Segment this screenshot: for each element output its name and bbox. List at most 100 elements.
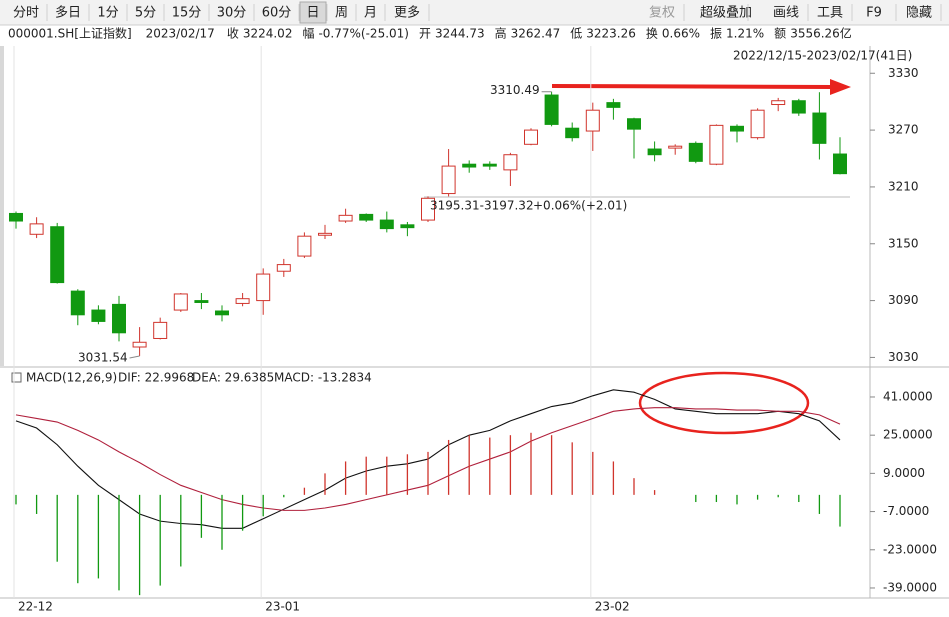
toolbar-tab[interactable]: 日 [306,6,319,21]
y-tick-label: 41.0000 [883,389,933,403]
quote-value: 3262.47 [511,27,561,41]
index-name: 000001.SH[上证指数] [8,26,132,41]
toolbar-button[interactable]: 画线 [773,6,799,21]
quote-label: 低 [570,27,582,41]
candle-body [688,142,703,162]
quote-value: 3556.26亿 [790,26,852,41]
quote-label: 开 [419,27,431,41]
toolbar-bg [0,0,949,25]
quote-value: 0.66% [662,27,700,41]
toolbar-button[interactable]: 隐藏 [906,6,932,21]
toolbar-button[interactable]: 复权 [649,5,675,21]
candle-body [544,94,559,125]
x-tick-label: 23-02 [595,600,630,614]
candle-body [318,232,332,236]
toolbar-button[interactable]: 工具 [817,6,843,21]
toolbar-button[interactable]: 超级叠加 [700,6,752,21]
candle-body [112,303,126,334]
toolbar-tab[interactable]: 更多 [394,5,420,21]
candle-body [215,310,229,316]
highlight-ellipse [638,371,810,435]
candle-body [833,153,847,175]
quote-value: 3244.73 [435,27,485,41]
y-tick-label: 3210 [888,179,919,193]
legend-entry: DEA: 29.6385 [192,371,274,385]
y-tick-label: 9.0000 [883,466,925,480]
candle-body [338,214,353,222]
candle-body [400,224,415,229]
candle-body [421,197,435,221]
candle-body [50,226,65,284]
candle-body [503,154,518,171]
candle-body [153,321,168,339]
macd-icon [11,372,22,383]
y-tick-label: -23.0000 [883,542,937,556]
high-annotation: 3310.49 [490,83,540,97]
quote-value: 3224.02 [243,27,293,41]
candle-body [91,309,106,322]
candle-body [482,163,497,167]
toolbar-tab[interactable]: 60分 [262,6,292,21]
candle-body [256,273,271,302]
quote-label: 额 [774,27,786,41]
y-tick-label: 3270 [888,123,919,137]
candle-body [194,300,209,303]
quote-date: 2023/02/17 [146,27,215,41]
quote-label: 幅 [302,26,314,41]
y-tick-label: 3030 [888,350,919,364]
x-tick-label: 23-01 [265,600,300,614]
candle-body [235,298,250,304]
candle-body [565,127,580,139]
candle-body [70,290,85,316]
candle-body [9,212,23,222]
candle-body [709,124,724,165]
quote-label: 振 [710,27,722,41]
candle-body [379,219,394,230]
y-tick-label: 3090 [888,293,919,307]
candle-body [441,165,456,195]
low-leader [129,355,140,359]
quote-value: 1.21% [726,27,764,41]
tab-selected-bg [299,1,327,24]
range-label: 2022/12/15-2023/02/17(41日) [733,49,912,63]
candle-body [730,125,744,132]
candle-body [276,264,291,272]
candle-body [524,129,538,145]
candle-body [132,341,147,348]
quote-label: 换 [646,27,658,41]
toolbar-tab[interactable]: 周 [335,6,348,21]
toolbar-tab[interactable]: 15分 [172,6,202,21]
arrow-head [830,79,851,95]
candle-body [668,145,683,149]
y-tick-label: 3330 [888,66,919,80]
arrow-shaft [551,84,833,89]
quote-label: 高 [495,26,507,41]
candle-body [812,112,827,144]
change-annotation: +0.06%(+2.01) [533,199,627,213]
candle-body [462,163,477,168]
side-strip [0,46,4,366]
toolbar-tab[interactable]: 5分 [135,6,156,21]
toolbar-tab[interactable]: 月 [364,6,377,21]
candle-body [750,109,765,139]
y-tick-label: -39.0000 [883,580,937,594]
toolbar-tab[interactable]: 1分 [97,6,118,21]
toolbar-tab[interactable]: 多日 [55,5,81,21]
quote-value: 3223.26 [586,27,636,41]
candle-body [606,102,621,108]
toolbar-tab[interactable]: 30分 [217,6,247,21]
low-annotation: 3031.54 [78,350,128,364]
candle-body [585,109,600,132]
toolbar-button[interactable]: F9 [866,6,882,21]
x-tick-label: 22-12 [18,600,53,614]
legend-entry: MACD: -13.2834 [274,371,372,385]
quote-value: -0.77%(-25.01) [318,27,409,41]
candle-body [359,213,374,221]
toolbar-tab[interactable]: 分时 [13,6,39,21]
candle-body [791,100,806,114]
candle-body [297,235,312,257]
candle-body [29,223,44,235]
range-annotation: 3195.31-3197.32 [430,199,534,213]
